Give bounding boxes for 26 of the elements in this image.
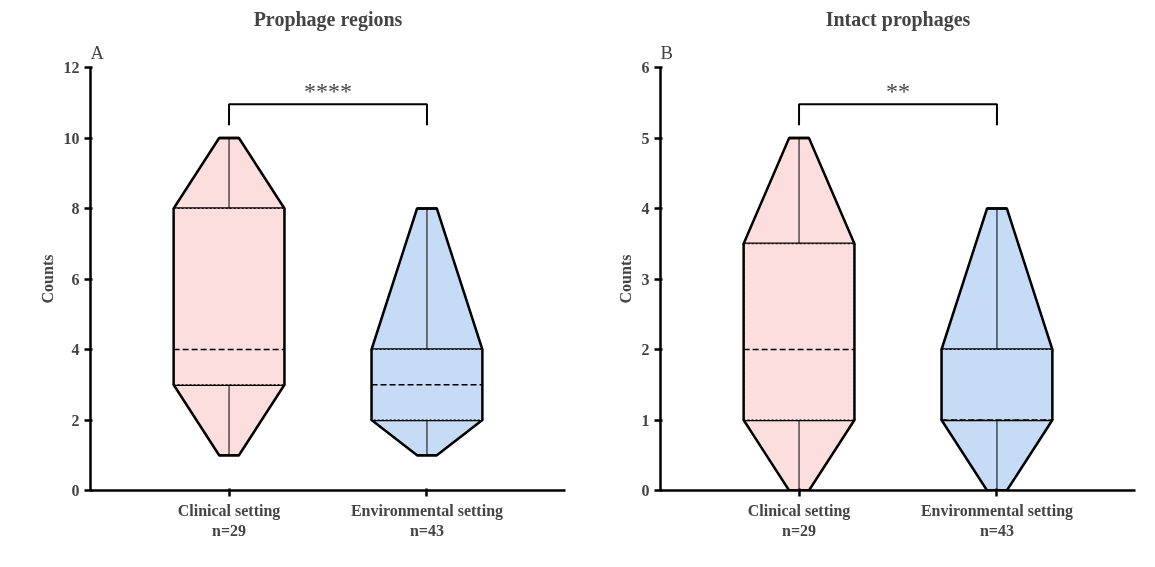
y-tick-label: 0	[641, 482, 650, 499]
y-tick-label: 6	[641, 59, 650, 76]
annotation: **	[886, 78, 910, 105]
y-tick-label: 5	[641, 129, 650, 147]
y-tick-label: 12	[63, 59, 80, 76]
x-tick-label: Environmental setting n=43	[920, 501, 1074, 539]
text: A	[90, 41, 105, 63]
y-tick-label: 10	[63, 129, 80, 147]
x-tick-label: Clinical setting n=29	[177, 501, 281, 539]
annotation: ****	[304, 78, 352, 105]
chart-title: Prophage regions	[253, 7, 403, 31]
y-tick-label: 1	[641, 411, 650, 429]
text: B	[660, 41, 673, 63]
x-tick-label: Clinical setting n=29	[747, 501, 851, 539]
y-tick-label: 4	[71, 341, 80, 358]
y-axis-title: Counts	[38, 254, 56, 304]
y-axis-title: Counts	[616, 254, 634, 304]
chart-title: Intact prophages	[825, 7, 971, 31]
y-tick-label: 3	[641, 270, 650, 288]
y-tick-label: 2	[71, 411, 80, 429]
y-tick-label: 2	[641, 341, 650, 358]
y-tick-label: 0	[71, 482, 80, 499]
y-tick-label: 8	[71, 200, 80, 217]
y-tick-label: 6	[71, 270, 80, 288]
y-tick-label: 4	[641, 200, 650, 217]
x-tick-label: Environmental setting n=43	[350, 501, 504, 539]
